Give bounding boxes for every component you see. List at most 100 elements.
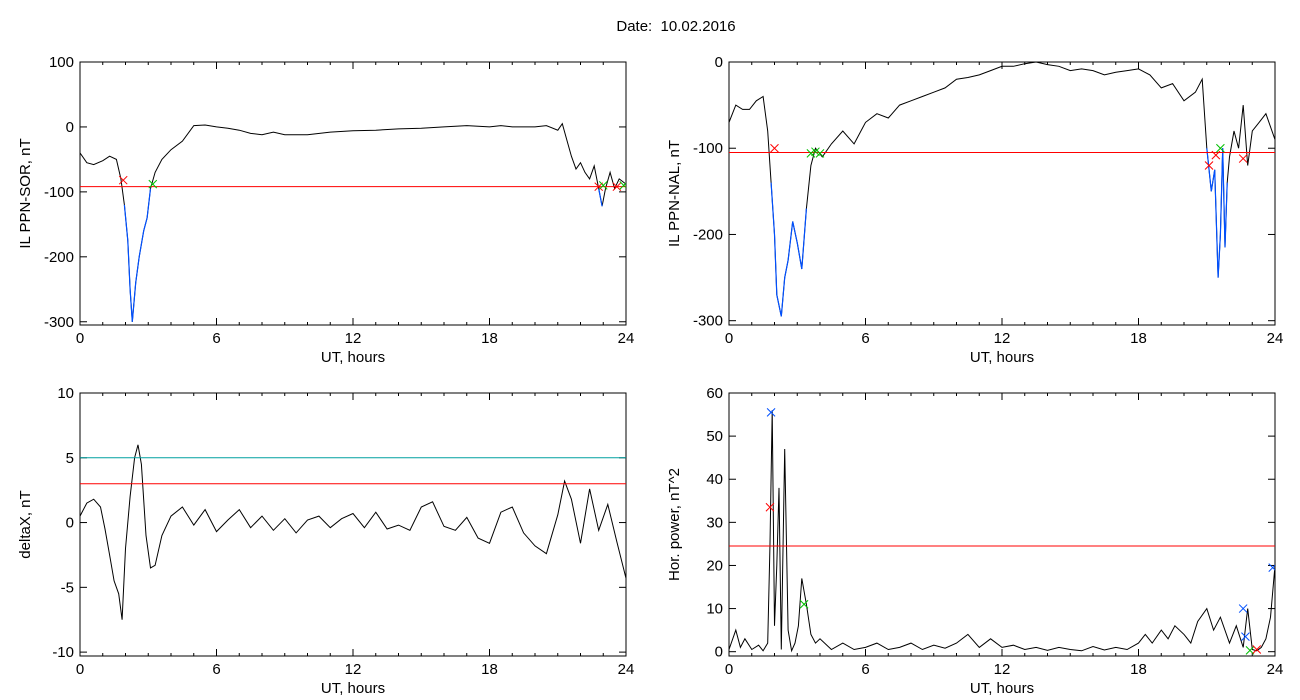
marker-stroke (612, 182, 622, 192)
series-line (80, 444, 626, 620)
x-tick-label: 0 (76, 661, 84, 678)
y-tick-label: -10 (52, 644, 74, 661)
series-line (729, 410, 1275, 653)
marker-red (1211, 150, 1221, 160)
y-axis-label: IL PPN-SOR, nT (17, 138, 34, 248)
marker-stroke (1238, 604, 1248, 613)
marker-green (806, 149, 816, 158)
y-axis-label: Hor. power, nT^2 (666, 468, 683, 581)
y-tick-label: -100 (693, 140, 723, 157)
y-axis-label: IL PPN-NAL, nT (666, 140, 683, 247)
y-tick-label: -300 (693, 313, 723, 330)
y-tick-label: -300 (44, 314, 74, 331)
panel-sor: 0 6 12 18 24 -300 -200 -100 0 100 UT, hours IL PPN-… (17, 54, 634, 366)
marker-stroke (1252, 645, 1262, 654)
marker-green (811, 147, 820, 157)
x-tick-label: 24 (1267, 330, 1284, 347)
y-tick-label: 0 (66, 119, 74, 136)
marker-red (1238, 154, 1248, 163)
marker-stroke (1245, 646, 1255, 655)
plot-area (80, 122, 626, 322)
y-tick-label: 0 (715, 644, 723, 661)
marker-stroke (1238, 154, 1248, 163)
x-tick-label: 6 (212, 661, 220, 678)
marker-stroke (619, 182, 626, 190)
x-tick-label: 0 (725, 330, 733, 347)
y-tick-label: 100 (49, 54, 74, 71)
marker-stroke (811, 147, 820, 157)
plot-frame (728, 61, 1276, 326)
marker-blue (1238, 604, 1248, 613)
x-tick-label: 18 (481, 661, 498, 678)
y-tick-label: 10 (706, 601, 723, 618)
y-tick-label: 50 (706, 428, 723, 445)
marker-red (1252, 645, 1262, 654)
marker-red (118, 175, 128, 185)
marker-stroke (766, 408, 776, 417)
marker-stroke (806, 149, 816, 158)
plot-frame (728, 392, 1276, 657)
plot-frame (79, 392, 627, 657)
series-highlight (598, 188, 603, 207)
marker-stroke (148, 179, 158, 189)
x-tick-label: 12 (994, 661, 1011, 678)
marker-stroke (1241, 632, 1250, 641)
y-tick-label: 30 (706, 514, 723, 531)
series-line (729, 62, 1275, 317)
plot-frame (79, 61, 627, 326)
marker-green (815, 149, 825, 158)
marker-stroke (1204, 161, 1214, 170)
marker-stroke (598, 181, 608, 190)
panel-deltax: 0 6 12 18 24 -10 -5 0 5 10 UT, hours deltaX, nT (17, 385, 634, 697)
marker-stroke (765, 502, 775, 512)
x-axis-label: UT, hours (321, 680, 385, 697)
y-tick-label: 0 (66, 515, 74, 532)
x-axis-label: UT, hours (321, 349, 385, 366)
x-tick-label: 12 (345, 661, 362, 678)
marker-stroke (1211, 150, 1221, 160)
marker-stroke (1216, 143, 1225, 153)
marker-red (770, 143, 779, 153)
x-tick-label: 24 (618, 330, 635, 347)
series-highlight (123, 188, 152, 322)
x-tick-label: 12 (345, 330, 362, 347)
series-highlight (1206, 148, 1228, 278)
marker-stroke (770, 143, 779, 153)
x-axis-label: UT, hours (970, 680, 1034, 697)
x-tick-label: 18 (481, 330, 498, 347)
marker-red (765, 502, 775, 512)
x-tick-label: 6 (212, 330, 220, 347)
marker-blue (1268, 563, 1275, 572)
y-axis-label: deltaX, nT (17, 490, 34, 558)
y-tick-label: 10 (57, 385, 74, 402)
x-tick-label: 0 (76, 330, 84, 347)
marker-stroke (799, 599, 809, 609)
plot-area (729, 62, 1275, 317)
y-tick-label: -100 (44, 184, 74, 201)
y-tick-label: 60 (706, 385, 723, 402)
y-tick-label: -5 (61, 579, 74, 596)
y-tick-label: -200 (44, 249, 74, 266)
y-tick-label: 0 (715, 54, 723, 71)
marker-stroke (1268, 564, 1275, 572)
marker-green (1216, 143, 1225, 153)
marker-stroke (815, 149, 825, 158)
x-axis-label: UT, hours (970, 349, 1034, 366)
x-tick-label: 24 (618, 661, 635, 678)
series-highlight (770, 182, 807, 317)
y-tick-label: 20 (706, 557, 723, 574)
marker-blue (766, 408, 776, 417)
marker-red (612, 182, 622, 192)
marker-green (598, 181, 608, 190)
panel-power: 0 6 12 18 24 0 10 20 30 40 50 60 UT, hours Hor. power… (666, 385, 1283, 697)
x-tick-label: 0 (725, 661, 733, 678)
x-tick-label: 24 (1267, 661, 1284, 678)
figure-title: Date: 10.02.2016 (616, 18, 736, 35)
y-tick-label: 5 (66, 450, 74, 467)
marker-green (619, 181, 626, 190)
y-tick-label: 40 (706, 471, 723, 488)
marker-green (799, 599, 809, 609)
marker-green (148, 179, 158, 189)
plot-area (80, 444, 626, 620)
